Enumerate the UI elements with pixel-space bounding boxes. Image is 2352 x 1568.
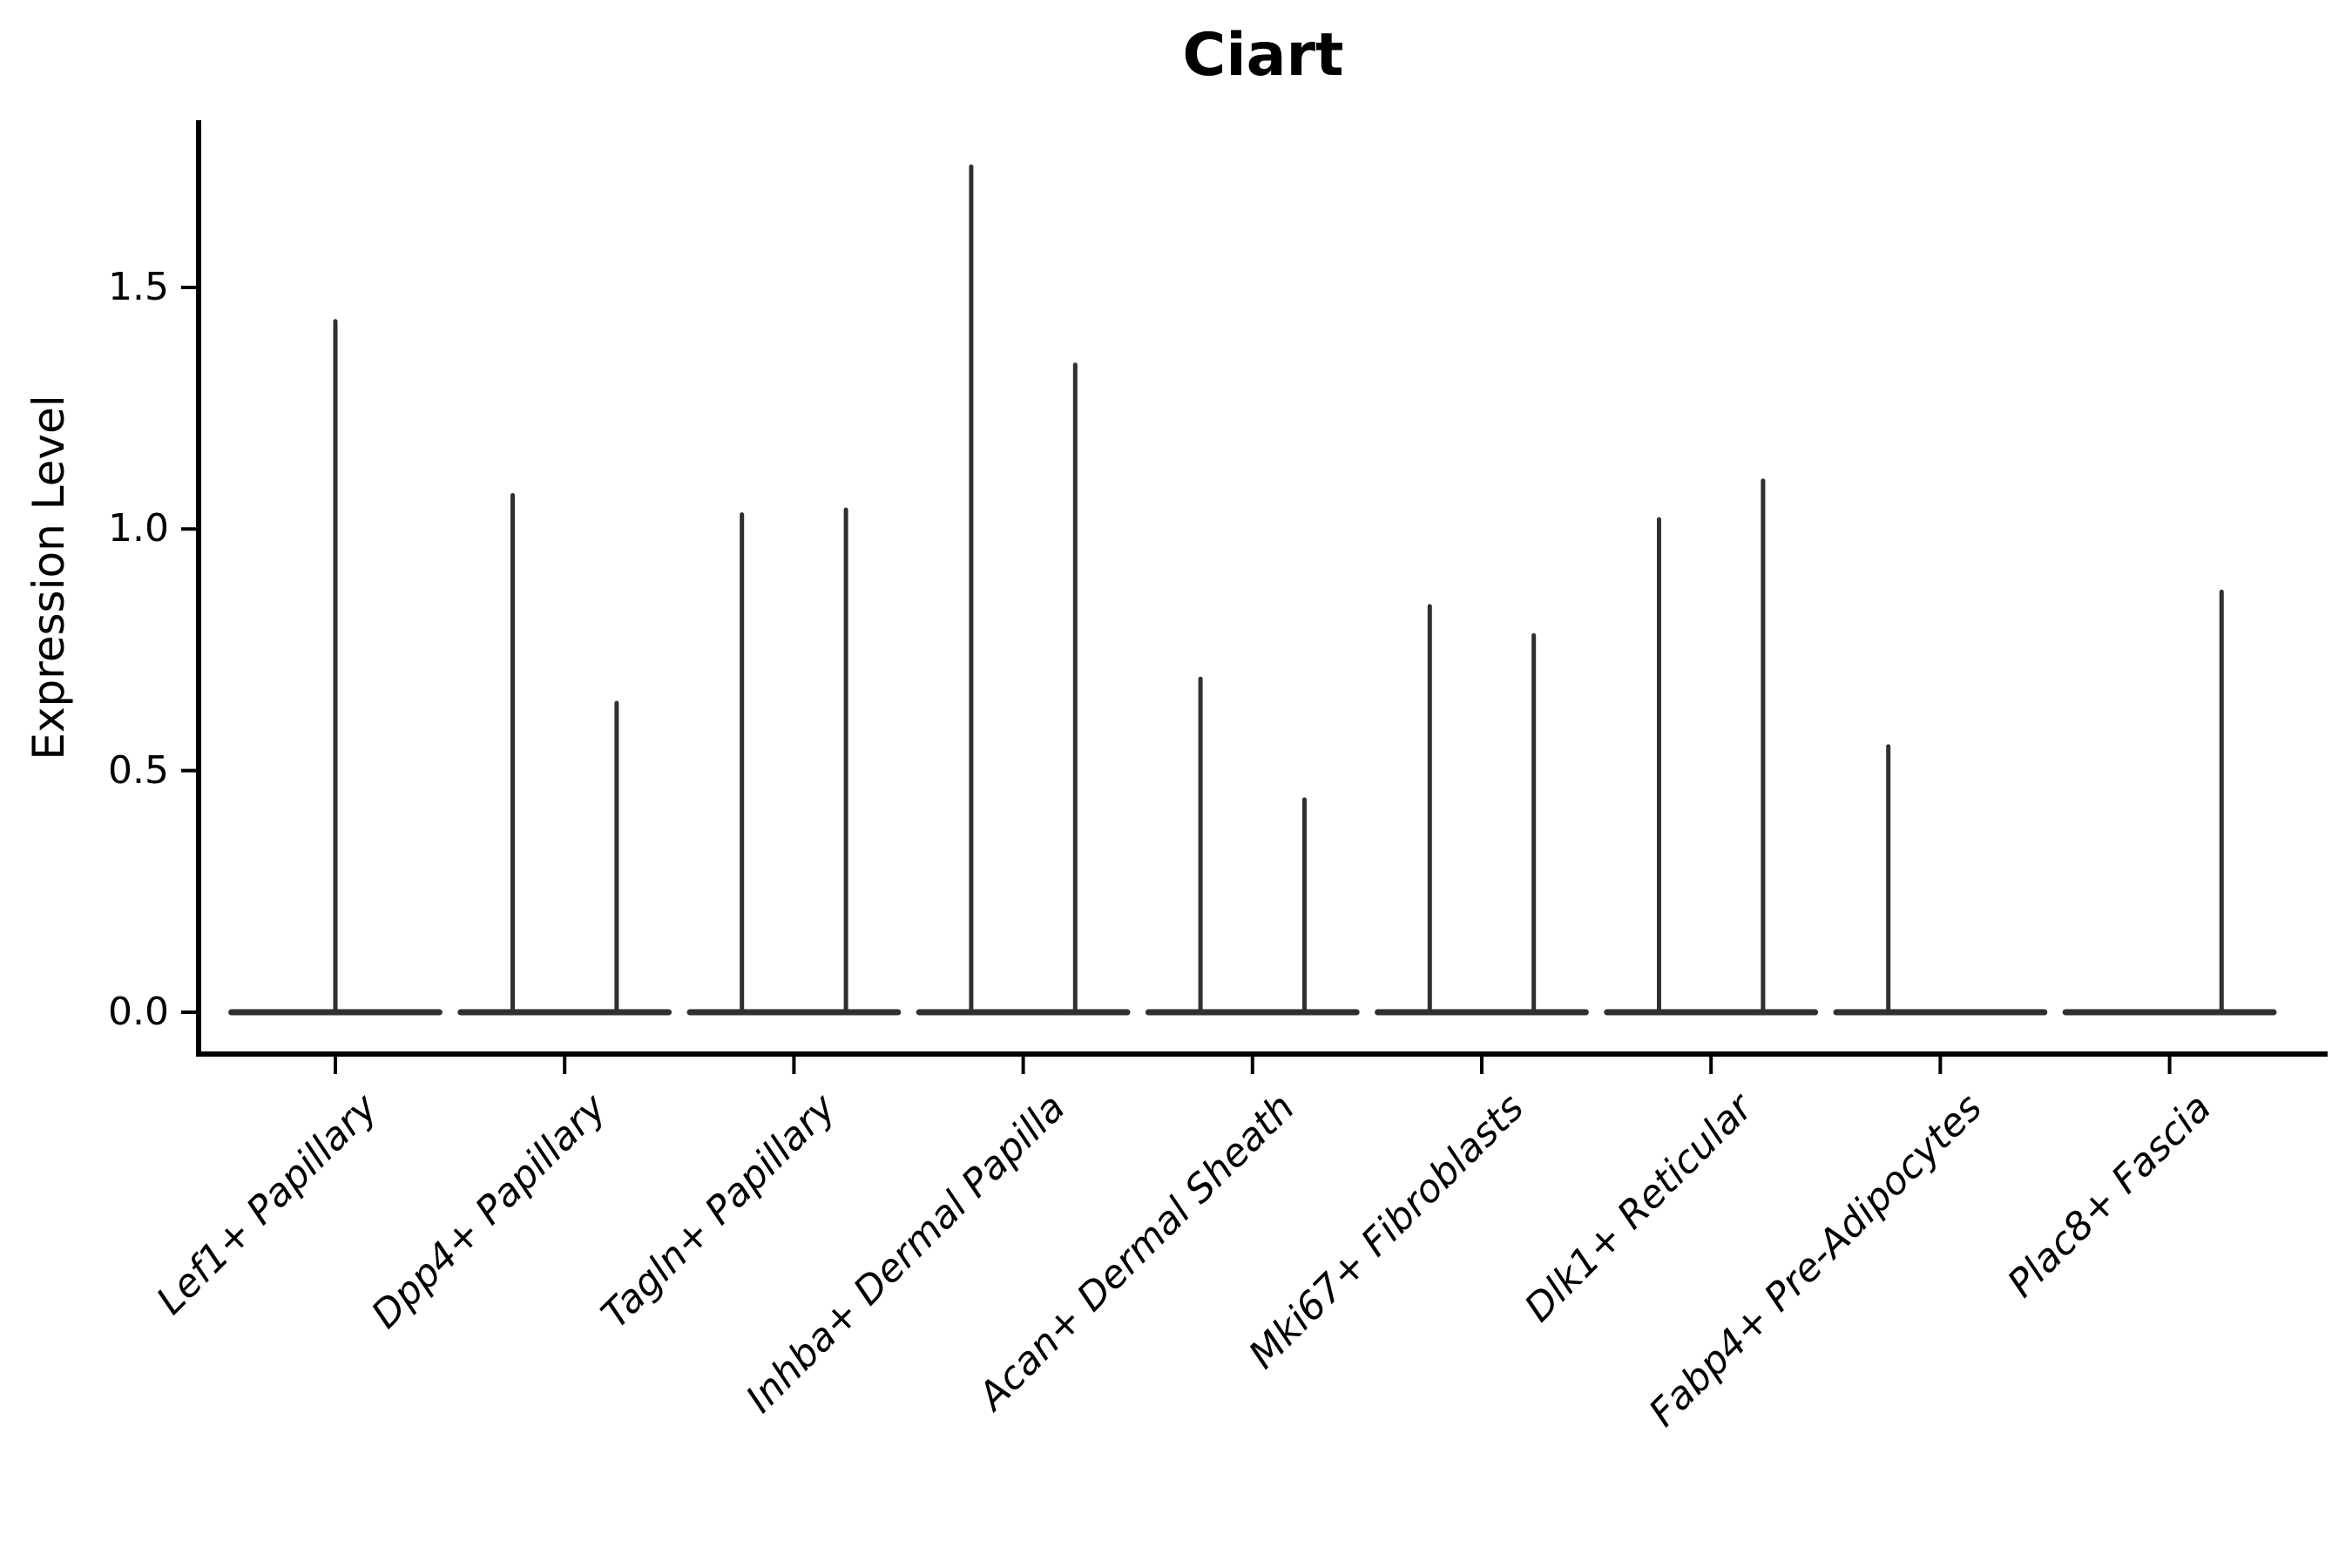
violin-group-5	[1145, 676, 1360, 1016]
y-tick-label: 0.5	[108, 747, 169, 793]
violin-group-6	[1375, 604, 1589, 1016]
violin-group-9	[2062, 589, 2277, 1016]
violin-group-1	[228, 319, 443, 1016]
y-tick-label: 0.0	[108, 990, 169, 1034]
violin-group-7	[1604, 478, 1819, 1016]
violin-group-4	[916, 164, 1131, 1016]
page-title: Ciart	[1182, 21, 1344, 90]
violin-group-8	[1833, 744, 2048, 1016]
y-tick-label: 1.0	[108, 506, 169, 551]
violin-group-3	[686, 507, 902, 1016]
violin-group-2	[457, 492, 672, 1016]
y-tick-label: 1.5	[108, 264, 169, 309]
